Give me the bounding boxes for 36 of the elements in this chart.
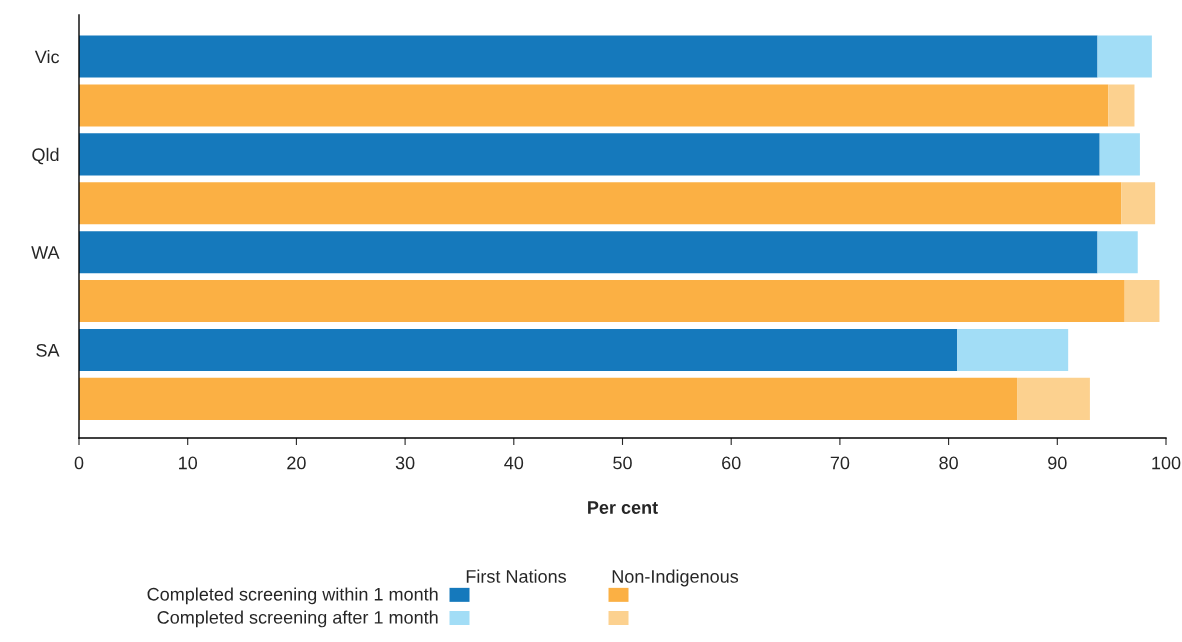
bar (79, 182, 1122, 225)
bar (79, 231, 1098, 274)
x-tick-label: 60 (722, 456, 741, 470)
x-tick-label: 10 (179, 456, 198, 470)
bar (1099, 133, 1140, 176)
bar (79, 133, 1100, 176)
x-tick-label: 80 (939, 456, 958, 470)
x-tick-label: 20 (287, 456, 306, 470)
x-tick-label: 0 (74, 456, 84, 470)
bar (1017, 377, 1090, 420)
bar (1097, 231, 1138, 274)
bar (1124, 280, 1160, 323)
bar (79, 84, 1109, 127)
x-tick-label: 30 (395, 456, 415, 470)
bar (1108, 84, 1135, 127)
y-tick-label: WA (31, 246, 60, 259)
bar (957, 328, 1069, 371)
x-tick-label: 40 (504, 456, 524, 470)
bar (79, 377, 1018, 420)
x-tick-label: 70 (830, 456, 850, 470)
bar (1121, 182, 1156, 225)
x-axis-title: Per cent (588, 501, 658, 514)
x-tick-label: 90 (1048, 456, 1067, 470)
bar (79, 280, 1125, 323)
legend-label: Completed screening after 1 month (157, 610, 438, 628)
bar (79, 35, 1098, 78)
text: First Nations (466, 569, 567, 583)
legend-label: Completed screening within 1 month (147, 587, 438, 605)
text: Non-Indigenous (612, 569, 739, 587)
x-tick-label: 100 (1152, 456, 1181, 470)
y-tick-label: Qld (32, 147, 59, 165)
y-tick-label: SA (36, 343, 60, 357)
y-tick-label: Vic (34, 50, 60, 64)
bar (1097, 35, 1152, 78)
x-tick-label: 50 (613, 456, 632, 470)
bar (79, 328, 958, 371)
